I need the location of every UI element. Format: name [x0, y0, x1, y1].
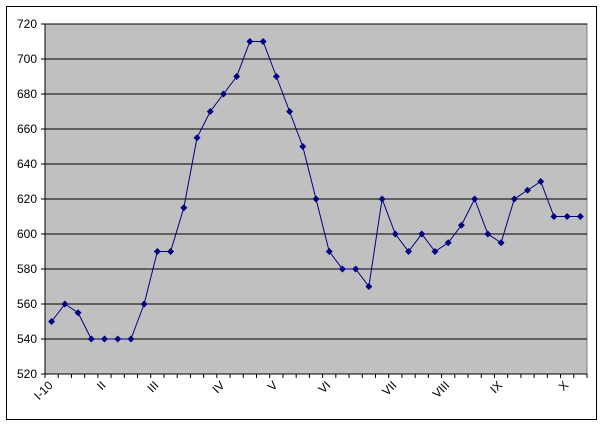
- data-point: [576, 213, 584, 220]
- data-point: [233, 73, 241, 80]
- data-point: [206, 108, 214, 115]
- y-tick-label: 520: [17, 367, 37, 381]
- y-tick-label: 680: [17, 87, 37, 101]
- data-point: [325, 248, 333, 255]
- data-point: [391, 230, 399, 238]
- x-tick-label: V: [265, 378, 281, 394]
- data-point: [259, 38, 267, 45]
- data-point: [180, 204, 188, 212]
- y-tick-label: 580: [17, 262, 37, 276]
- data-point: [48, 318, 56, 325]
- data-point: [127, 335, 135, 343]
- data-point: [338, 265, 346, 273]
- data-point: [114, 335, 122, 343]
- data-point: [286, 108, 294, 115]
- x-tick-label: VI: [315, 378, 333, 396]
- data-point: [100, 335, 108, 343]
- data-point: [167, 248, 175, 255]
- x-tick-label: III: [145, 378, 162, 395]
- data-point: [431, 248, 439, 255]
- data-point: [87, 335, 95, 343]
- data-point: [471, 195, 479, 203]
- y-tick-label: 700: [17, 52, 37, 66]
- data-point: [457, 221, 465, 229]
- x-tick-label: IV: [210, 378, 228, 396]
- data-point: [246, 38, 254, 45]
- data-point: [510, 195, 518, 203]
- x-tick-label: VII: [379, 378, 399, 398]
- data-point: [61, 300, 69, 308]
- y-tick-label: 660: [17, 122, 37, 136]
- data-point: [365, 283, 373, 290]
- x-tick-label: IX: [487, 378, 505, 396]
- data-point: [444, 239, 452, 247]
- data-point: [193, 134, 201, 142]
- data-point: [524, 186, 532, 194]
- data-point: [537, 178, 545, 185]
- y-tick-label: 620: [17, 192, 37, 206]
- data-point: [405, 248, 413, 255]
- x-tick-label: I-10: [31, 378, 56, 403]
- data-point: [219, 90, 227, 98]
- y-tick-label: 540: [17, 332, 37, 346]
- y-tick-label: 640: [17, 157, 37, 171]
- data-point: [299, 143, 307, 150]
- data-point: [272, 73, 280, 80]
- data-point: [550, 213, 558, 220]
- data-point: [497, 239, 505, 247]
- data-point: [378, 195, 386, 203]
- data-point: [418, 230, 426, 238]
- y-tick-label: 720: [17, 17, 37, 31]
- y-tick-label: 600: [17, 227, 37, 241]
- data-point: [74, 309, 82, 317]
- data-point: [563, 213, 571, 220]
- data-point: [312, 195, 320, 203]
- data-point: [352, 265, 360, 273]
- data-point: [484, 230, 492, 238]
- data-point: [153, 248, 161, 255]
- data-point: [140, 300, 148, 308]
- x-tick-label: II: [94, 378, 109, 393]
- x-tick-label: X: [556, 378, 572, 394]
- x-tick-label: VIII: [430, 378, 453, 401]
- y-tick-label: 560: [17, 297, 37, 311]
